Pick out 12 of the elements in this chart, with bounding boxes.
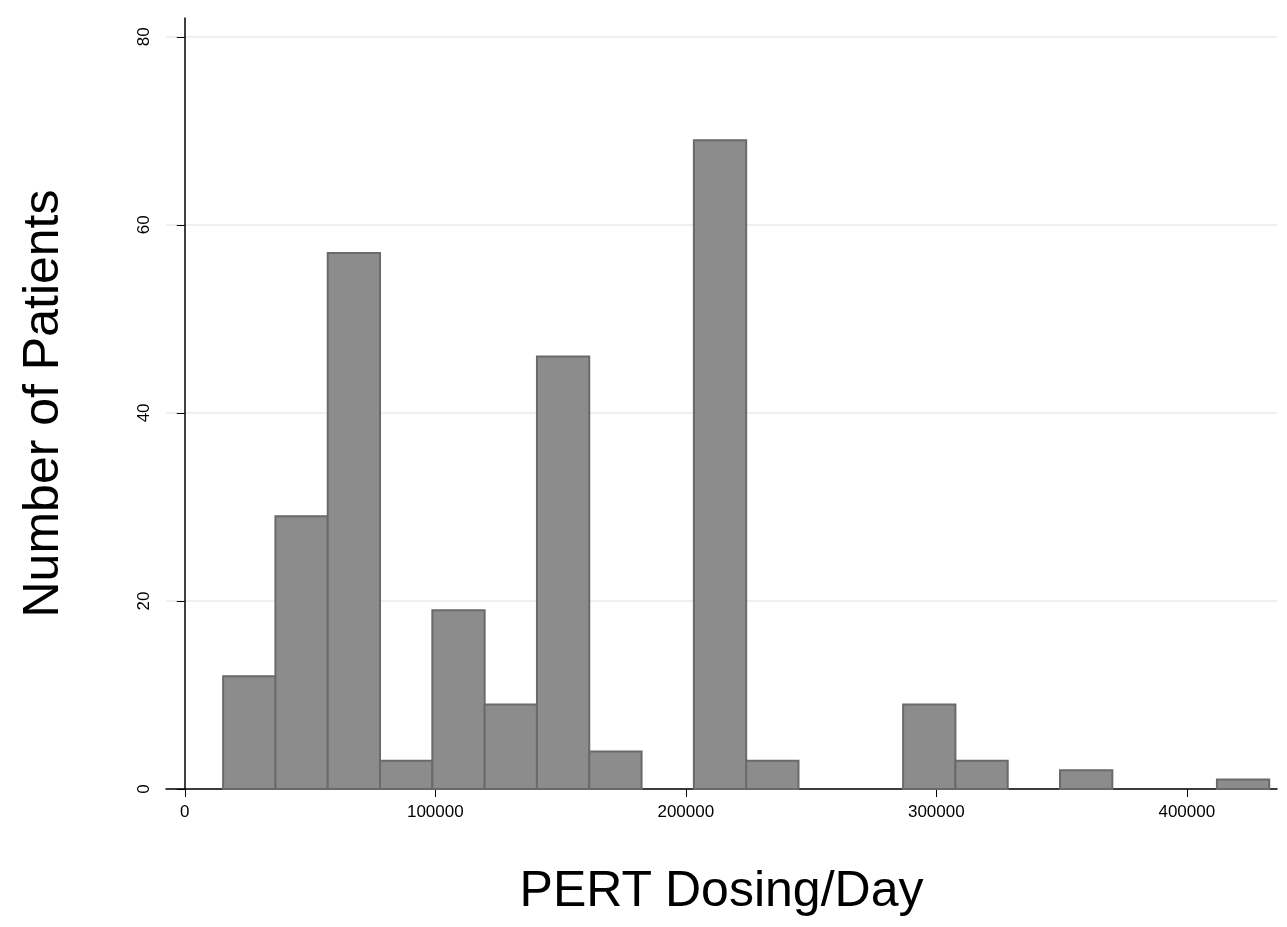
y-tick-label: 40 (134, 403, 153, 423)
y-tick-label: 60 (134, 215, 153, 235)
y-axis-title: Number of Patients (13, 189, 69, 618)
y-tick-label: 20 (134, 591, 153, 611)
x-tick-label: 300000 (907, 802, 965, 821)
y-tick-label: 80 (134, 27, 153, 47)
x-tick-label: 0 (180, 802, 190, 821)
x-axis-title: PERT Dosing/Day (519, 861, 924, 917)
x-tick-label: 100000 (406, 802, 464, 821)
y-tick-label: 0 (134, 784, 153, 794)
x-tick-label: 200000 (657, 802, 715, 821)
x-tick-label: 400000 (1158, 802, 1216, 821)
